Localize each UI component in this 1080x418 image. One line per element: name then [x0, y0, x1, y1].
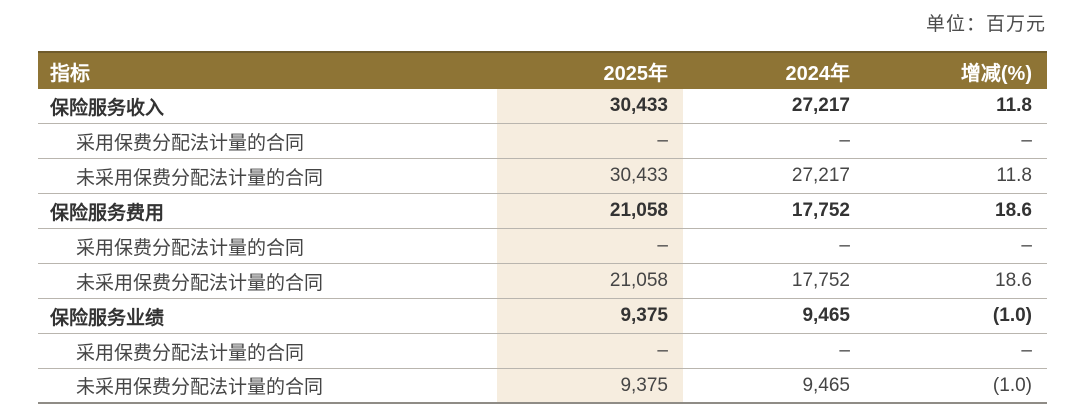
row-indicator-label: 保险服务收入: [50, 97, 165, 119]
table-header-row: 指标 2025年 2024年 增减(%): [38, 51, 1047, 89]
row-value-2024: 9,465: [802, 305, 850, 326]
table-row: 保险服务费用 21,058 17,752 18.6: [38, 194, 1047, 229]
table-row: 保险服务收入 30,433 27,217 11.8: [38, 89, 1047, 124]
column-header-indicator: 指标: [50, 62, 90, 85]
row-value-2024: 9,465: [802, 374, 850, 396]
row-indicator-label: 未采用保费分配法计量的合同: [76, 167, 324, 189]
row-indicator-label: 采用保费分配法计量的合同: [76, 132, 305, 154]
row-value-2024: 27,217: [791, 165, 850, 186]
row-value-2024: 17,752: [791, 270, 850, 291]
row-value-2025: 9,375: [497, 369, 683, 402]
unit-label: 单位：百万元: [925, 14, 1046, 35]
table-body: 保险服务收入 30,433 27,217 11.8 采用保费分配法计量的合同 –…: [38, 89, 1047, 404]
column-header-2025: 2025年: [603, 62, 669, 85]
row-indicator-label: 采用保费分配法计量的合同: [76, 237, 305, 259]
row-value-2024: –: [839, 340, 850, 361]
row-value-2024: 17,752: [791, 200, 850, 221]
row-value-2025: 21,058: [497, 194, 683, 228]
financial-results-table: 指标 2025年 2024年 增减(%) 保险服务收入 30,433 27,21…: [38, 51, 1047, 404]
row-indicator-label: 采用保费分配法计量的合同: [76, 342, 305, 364]
table-row: 采用保费分配法计量的合同 – – –: [38, 124, 1047, 159]
row-indicator-label: 保险服务费用: [50, 202, 165, 224]
row-value-change: 18.6: [995, 270, 1032, 291]
table-row: 采用保费分配法计量的合同 – – –: [38, 229, 1047, 264]
row-value-2024: 27,217: [791, 95, 850, 116]
row-value-2025: 30,433: [497, 159, 683, 193]
row-value-2025: 30,433: [497, 89, 683, 123]
row-value-2025: 21,058: [497, 264, 683, 298]
row-value-2024: –: [839, 235, 850, 256]
row-value-2025: –: [497, 229, 683, 263]
column-header-2024: 2024年: [785, 62, 851, 85]
row-value-change: –: [1021, 130, 1032, 151]
row-indicator-label: 保险服务业绩: [50, 307, 165, 329]
row-value-change: –: [1021, 235, 1032, 256]
row-indicator-label: 未采用保费分配法计量的合同: [76, 272, 324, 294]
row-value-change: (1.0): [992, 305, 1032, 326]
row-value-change: (1.0): [992, 374, 1032, 396]
row-value-change: 18.6: [995, 200, 1032, 221]
row-value-2024: –: [839, 130, 850, 151]
table-row: 采用保费分配法计量的合同 – – –: [38, 334, 1047, 369]
row-value-2025: –: [497, 124, 683, 158]
row-value-change: 11.8: [996, 165, 1032, 186]
table-row: 未采用保费分配法计量的合同 21,058 17,752 18.6: [38, 264, 1047, 299]
row-value-change: 11.8: [996, 95, 1032, 116]
column-header-change: 增减(%): [960, 62, 1032, 85]
row-value-2025: –: [497, 334, 683, 368]
row-value-change: –: [1021, 340, 1032, 361]
row-indicator-label: 未采用保费分配法计量的合同: [76, 377, 324, 398]
table-row: 未采用保费分配法计量的合同 9,375 9,465 (1.0): [38, 369, 1047, 404]
table-row: 保险服务业绩 9,375 9,465 (1.0): [38, 299, 1047, 334]
row-value-2025: 9,375: [497, 299, 683, 333]
table-row: 未采用保费分配法计量的合同 30,433 27,217 11.8: [38, 159, 1047, 194]
